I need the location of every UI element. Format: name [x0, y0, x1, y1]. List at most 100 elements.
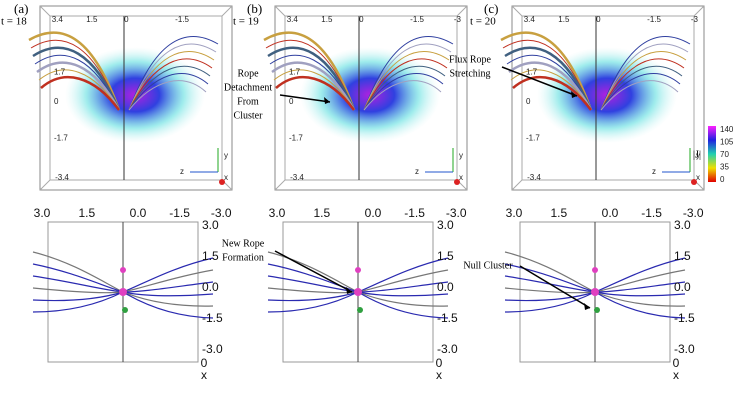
proj-line — [357, 291, 449, 307]
arrow-head — [584, 303, 590, 310]
proj-line — [122, 291, 214, 297]
proj-right-tick: 0.0 — [674, 280, 691, 294]
field-line — [275, 75, 356, 111]
top-tick: -1.5 — [175, 15, 189, 24]
left-tick: 1.7 — [526, 67, 538, 76]
proj-line — [122, 291, 214, 307]
axis-y: y — [224, 151, 228, 160]
null-point — [594, 307, 600, 313]
field-line — [363, 80, 442, 111]
box-edge — [39, 5, 51, 17]
time-label: t = 18 — [1, 16, 27, 28]
proj-corner: 0 — [673, 356, 680, 370]
proj-axis-label: x — [673, 368, 679, 382]
proj-line — [504, 263, 596, 293]
field-line — [128, 35, 219, 111]
proj-top-tick: 0.0 — [602, 206, 619, 220]
field-line — [128, 43, 217, 111]
proj-line — [32, 275, 124, 293]
proj-right-tick: -1.5 — [674, 311, 695, 325]
proj-right-tick: 3.0 — [202, 218, 219, 232]
proj-line — [594, 291, 686, 307]
proj-line — [122, 291, 214, 319]
proj-line — [32, 263, 124, 293]
x-dot — [454, 179, 460, 185]
annotation: Rope — [237, 68, 259, 79]
annotation-arrow — [274, 250, 353, 293]
proj-top-tick: -1.5 — [404, 206, 425, 220]
render-box — [39, 5, 233, 191]
top-tick: 3.4 — [52, 15, 64, 24]
field-line — [28, 31, 121, 111]
bottom-tick: -3.4 — [55, 173, 69, 182]
field-line — [128, 80, 207, 111]
proj-line — [594, 257, 686, 293]
annotation: Flux Rope — [449, 54, 492, 65]
proj-line — [357, 269, 449, 293]
null-point — [119, 288, 127, 296]
proj-right-tick: -1.5 — [437, 311, 458, 325]
field-line — [363, 35, 454, 111]
field-line — [600, 73, 681, 111]
proj-line — [504, 287, 596, 294]
left-tick: 0 — [526, 97, 531, 106]
proj-line — [357, 281, 449, 293]
colorbar-tick: 140 — [720, 125, 734, 134]
proj-line — [504, 251, 596, 293]
proj-line — [357, 257, 449, 293]
left-tick: 0 — [54, 97, 59, 106]
annotation: Formation — [222, 252, 264, 263]
null-point — [120, 267, 126, 273]
field-line — [600, 58, 685, 111]
proj-line — [594, 291, 686, 297]
proj-top-tick: 0.0 — [130, 206, 147, 220]
proj-line — [267, 251, 359, 293]
colorbar — [708, 126, 716, 182]
annotation: Detachment — [224, 82, 273, 93]
arrow-head — [571, 91, 577, 98]
proj-right-tick: 1.5 — [674, 249, 691, 263]
annotation-arrow — [279, 94, 331, 103]
proj-axis-label: x — [436, 368, 442, 382]
box-edge — [511, 179, 523, 191]
proj-line — [267, 291, 359, 313]
proj-line — [504, 291, 596, 302]
null-point — [354, 288, 362, 296]
top-tick: 0 — [124, 15, 129, 24]
field-line — [271, 61, 356, 111]
proj-axis-label: x — [201, 368, 207, 382]
proj-line — [32, 251, 124, 293]
proj-line — [122, 257, 214, 293]
render-box — [274, 5, 468, 191]
field-line — [600, 43, 689, 111]
axis-z: z — [415, 167, 419, 176]
proj-line — [267, 263, 359, 293]
field-line — [128, 73, 209, 111]
annotation-arrow — [519, 265, 591, 309]
box-edge — [274, 179, 286, 191]
proj-top-tick: 3.0 — [506, 206, 523, 220]
top-tick: -3 — [454, 15, 462, 24]
panel-label: (b) — [247, 1, 262, 16]
proj-right-tick: 3.0 — [674, 218, 691, 232]
axis-z: z — [652, 167, 656, 176]
field-line — [600, 66, 683, 111]
null-point — [591, 288, 599, 296]
proj-right-tick: 0.0 — [437, 280, 454, 294]
proj-top-tick: -3.0 — [211, 206, 232, 220]
proj-right-tick: -1.5 — [202, 311, 223, 325]
proj-line — [357, 291, 449, 297]
box-edge — [274, 5, 286, 17]
left-tick: -1.7 — [526, 134, 540, 143]
top-tick: 0 — [596, 15, 601, 24]
proj-line — [504, 275, 596, 293]
top-tick: -1.5 — [410, 15, 424, 24]
left-tick: 1.7 — [54, 67, 66, 76]
box-edge — [221, 5, 233, 17]
proj-right-tick: 1.5 — [437, 249, 454, 263]
panel-label: (a) — [14, 1, 28, 16]
annotation-arrow — [501, 66, 578, 97]
box-edge — [456, 5, 468, 17]
x-dot — [691, 179, 697, 185]
